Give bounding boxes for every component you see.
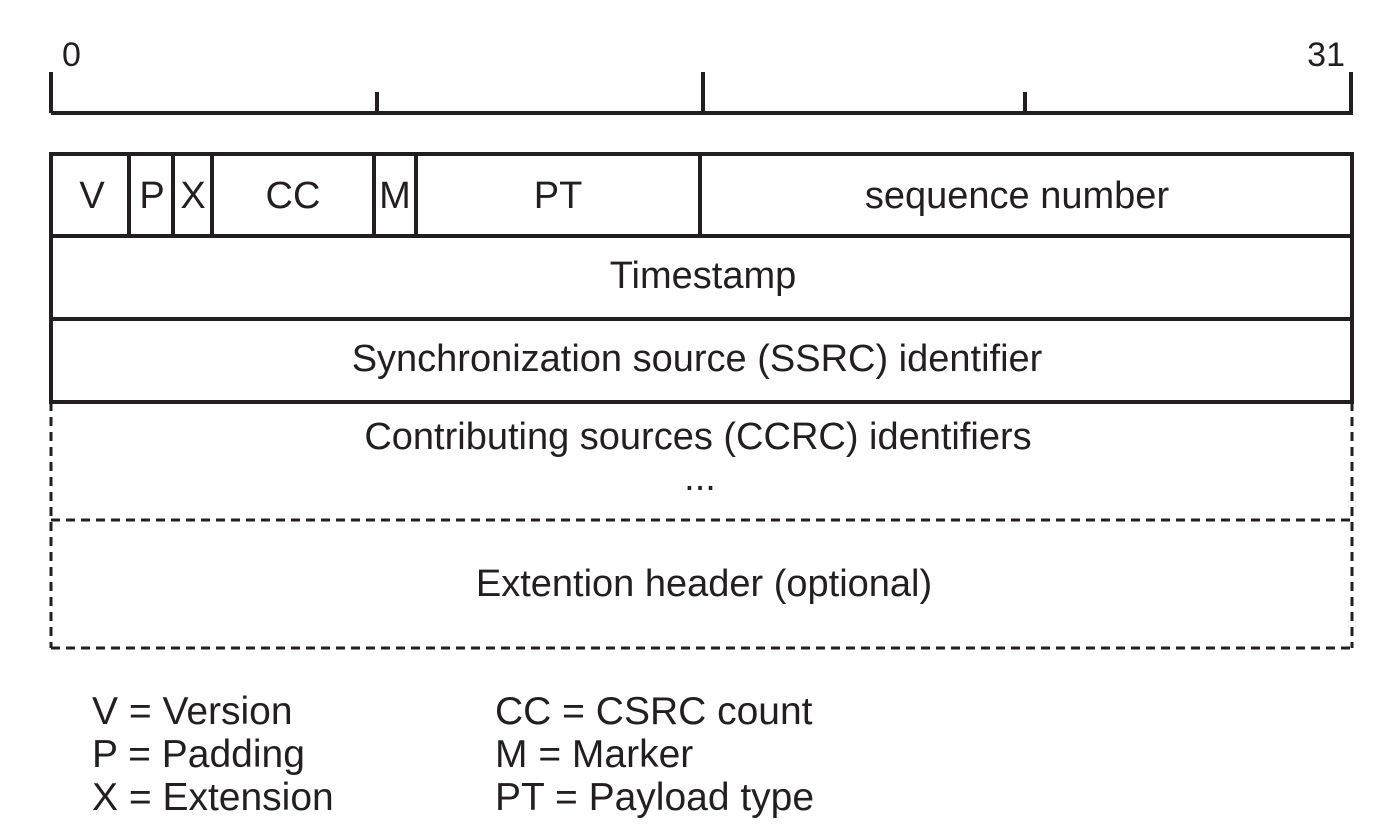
legend-item-csrc-count: CC = CSRC count bbox=[495, 690, 813, 733]
ruler-label-end: 31 bbox=[1307, 36, 1345, 74]
field-sequence-number: sequence number bbox=[865, 175, 1170, 217]
full-width-rows: Timestamp Synchronization source (SSRC) … bbox=[352, 255, 1043, 605]
legend-item-extension: X = Extension bbox=[92, 776, 334, 819]
row-csrc-ellipsis: ... bbox=[684, 457, 716, 499]
legend-item-padding: P = Padding bbox=[92, 733, 305, 776]
legend-right: CC = CSRC count M = Marker PT = Payload … bbox=[495, 690, 814, 819]
field-version: V bbox=[79, 175, 105, 217]
field-csrc-count: CC bbox=[266, 175, 321, 217]
field-marker: M bbox=[379, 175, 411, 217]
legend-item-payload-type: PT = Payload type bbox=[495, 776, 815, 819]
ruler-label-start: 0 bbox=[62, 36, 81, 74]
row-timestamp: Timestamp bbox=[610, 255, 797, 297]
row-csrc: Contributing sources (CCRC) identifiers bbox=[364, 416, 1031, 458]
field-padding: P bbox=[139, 175, 164, 217]
field-payload-type: PT bbox=[534, 175, 583, 217]
legend-item-marker: M = Marker bbox=[495, 733, 694, 776]
field-extension: X bbox=[180, 175, 205, 217]
bit-ruler bbox=[49, 72, 1353, 115]
legend-left: V = Version P = Padding X = Extension bbox=[92, 690, 334, 819]
row-extension-header: Extention header (optional) bbox=[476, 563, 932, 605]
header-row-fields: V P X CC M PT sequence number bbox=[79, 175, 1169, 217]
row-ssrc: Synchronization source (SSRC) identifier bbox=[352, 338, 1043, 380]
solid-rows bbox=[49, 152, 1354, 404]
legend-item-version: V = Version bbox=[92, 690, 293, 733]
optional-rows bbox=[49, 402, 1354, 650]
